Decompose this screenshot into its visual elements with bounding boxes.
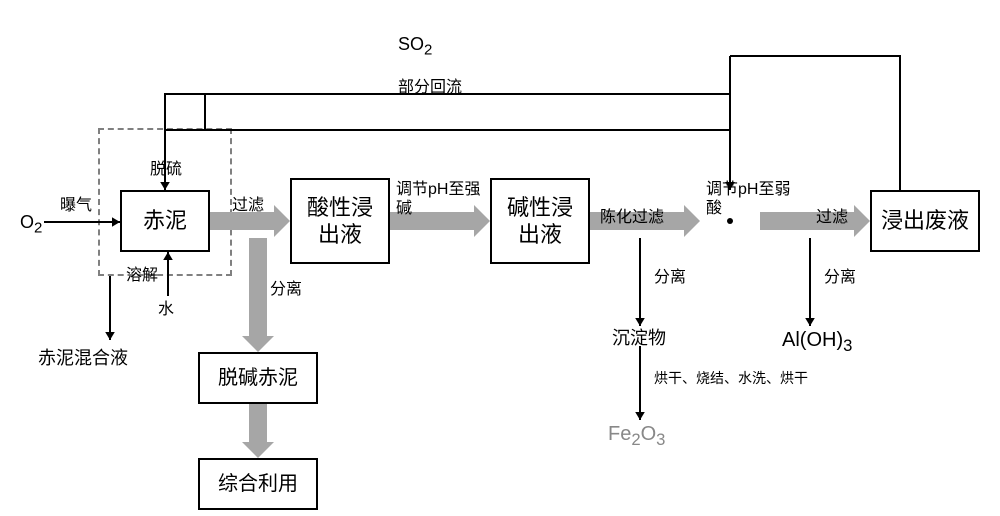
label-honggan: 烘干、烧结、水洗、烘干 [654,370,808,387]
box-jinchu: 浸出废液 [870,190,980,252]
label-fe2o3: Fe2O3 [608,422,665,450]
label-ph_ruo: 调节pH至弱酸 [706,180,790,218]
box-suanxing: 酸性浸出液 [290,178,390,264]
label-fenli3: 分离 [824,268,856,287]
label-rongjie: 溶解 [126,266,158,285]
thin-arrow [628,226,652,338]
box-zonghe: 综合利用 [198,458,318,510]
label-aloh3: Al(OH)3 [782,328,852,356]
label-chenhua: 陈化过滤 [600,208,664,227]
label-o2: O2 [20,212,42,238]
label-chendian: 沉淀物 [612,328,666,350]
label-fenli2: 分离 [654,268,686,287]
label-tuoliu: 脱硫 [150,160,182,179]
label-huiliu: 部分回流 [398,78,462,97]
label-guolv2: 过滤 [816,208,848,227]
label-hunhe: 赤泥混合液 [38,348,128,370]
box-chini: 赤泥 [120,190,210,252]
thin-arrow [98,264,122,352]
label-so2: SO2 [398,34,432,60]
flowchart-stage: 赤泥 酸性浸出液 碱性浸出液 浸出废液脱碱赤泥综合利用 SO2 部分回流脱硫曝气 O2 过滤 调… [0,0,1000,516]
label-shui: 水 [158,300,174,319]
thin-arrow [798,226,822,338]
box-tuojian: 脱碱赤泥 [198,352,318,404]
label-guolv1: 过滤 [232,196,264,215]
label-puqi: 曝气 [60,196,92,215]
thin-arrow [193,82,217,142]
label-ph_qiang: 调节pH至强碱 [396,180,480,218]
box-jianxing: 碱性浸出液 [490,178,590,264]
thin-arrow [718,44,912,202]
label-fenli1: 分离 [270,280,302,299]
